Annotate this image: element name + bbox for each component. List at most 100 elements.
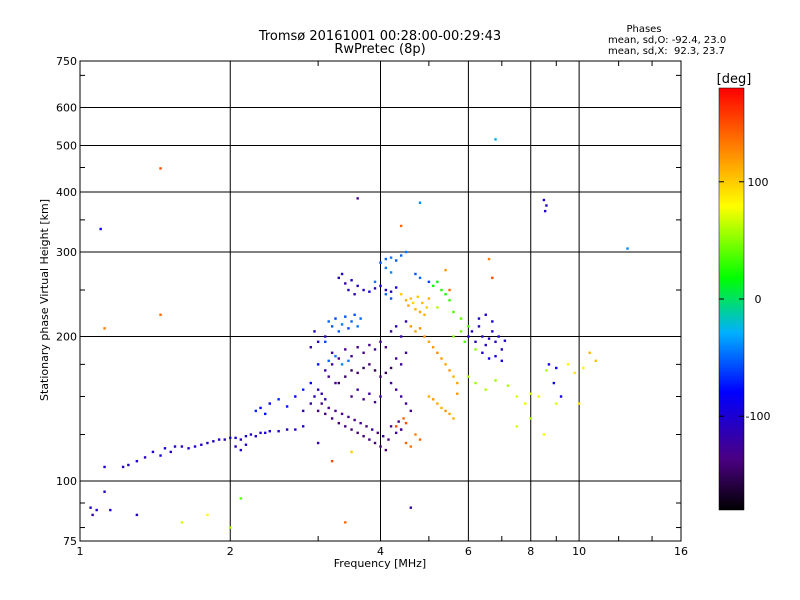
x-tick-label: 16: [674, 545, 688, 558]
data-point: [515, 425, 518, 428]
data-point: [350, 279, 353, 282]
data-point: [334, 317, 337, 320]
data-point: [239, 497, 243, 500]
data-point: [389, 330, 393, 333]
data-point: [573, 371, 576, 375]
colorbar-label: [deg]: [717, 72, 752, 87]
data-point: [376, 431, 379, 435]
data-point: [500, 359, 504, 363]
data-point: [397, 420, 400, 423]
data-point: [547, 363, 551, 366]
data-point: [320, 402, 323, 405]
data-point: [264, 412, 267, 416]
data-point: [484, 313, 487, 316]
data-point: [103, 490, 106, 493]
data-point: [350, 369, 353, 372]
data-point: [389, 256, 393, 259]
data-point: [487, 357, 491, 360]
data-point: [103, 465, 106, 469]
data-point: [206, 513, 209, 517]
y-tick-label: 75: [63, 535, 77, 548]
data-point: [418, 276, 422, 280]
data-point: [91, 513, 94, 517]
data-point: [582, 366, 585, 370]
data-point: [229, 436, 232, 440]
x-tick-label: 8: [527, 545, 534, 558]
chart-title: Tromsø 20161001 00:28:00-00:29:43: [258, 29, 501, 44]
data-point: [347, 327, 350, 330]
data-point: [294, 395, 297, 398]
data-point: [362, 288, 365, 292]
data-point: [173, 445, 177, 448]
data-point: [399, 363, 403, 366]
data-point: [301, 388, 305, 391]
data-point: [365, 425, 368, 428]
data-point: [421, 301, 424, 305]
data-point: [330, 459, 334, 463]
axis-ticks: 1 2 4 6 8 10 16 75 100 200 300 400 500 600 750: [56, 55, 688, 558]
x-tick-label: 6: [465, 545, 472, 558]
data-point: [344, 348, 347, 351]
data-point: [347, 288, 350, 292]
data-point: [494, 138, 497, 141]
y-tick-label: 750: [56, 55, 77, 68]
colorbar-tick-label: -100: [746, 410, 771, 423]
data-point: [381, 434, 385, 438]
y-tick-label: 100: [56, 475, 77, 488]
data-point: [324, 398, 327, 401]
data-point: [239, 438, 243, 441]
x-tick-label: 2: [227, 545, 234, 558]
data-point: [529, 392, 532, 395]
data-point: [327, 320, 330, 323]
data-point: [555, 402, 558, 405]
data-point: [344, 315, 347, 318]
phases-o-line: mean, sd,O: -92.4, 23.0: [608, 35, 726, 46]
data-point: [494, 340, 497, 344]
data-point: [347, 415, 350, 419]
data-point: [423, 335, 426, 338]
data-point: [135, 459, 139, 463]
data-point: [316, 441, 320, 445]
phases-x-line: mean, sd,X: 92.3, 23.7: [608, 46, 725, 57]
data-point: [368, 343, 371, 347]
y-tick-label: 300: [56, 246, 77, 259]
data-point: [481, 335, 484, 338]
data-point: [491, 276, 494, 280]
y-tick-label: 500: [56, 140, 77, 153]
data-point: [404, 421, 408, 425]
data-point: [524, 402, 527, 405]
data-point: [356, 431, 359, 435]
data-point: [384, 448, 388, 452]
data-point: [414, 272, 417, 276]
data-point: [387, 438, 390, 441]
data-point: [327, 406, 330, 410]
data-point: [543, 209, 547, 213]
data-point: [448, 299, 451, 302]
data-point: [249, 433, 253, 436]
data-point: [440, 406, 443, 410]
data-point: [436, 280, 439, 284]
data-point: [384, 346, 388, 349]
data-point: [384, 257, 388, 261]
data-point: [409, 325, 412, 328]
data-point: [309, 402, 312, 405]
data-point: [467, 335, 470, 338]
data-point: [399, 293, 403, 296]
data-point: [384, 371, 388, 375]
data-point: [373, 280, 377, 284]
data-point: [427, 340, 431, 344]
data-point: [404, 320, 408, 323]
data-point: [320, 392, 323, 395]
data-point: [362, 434, 365, 438]
data-point: [259, 406, 262, 410]
data-point: [373, 441, 377, 445]
data-point: [409, 409, 412, 413]
data-point: [151, 450, 155, 454]
data-point: [362, 366, 365, 370]
data-point: [425, 306, 428, 309]
data-point: [588, 351, 591, 354]
data-point: [277, 398, 280, 401]
data-point: [340, 323, 344, 326]
data-point: [159, 454, 162, 457]
